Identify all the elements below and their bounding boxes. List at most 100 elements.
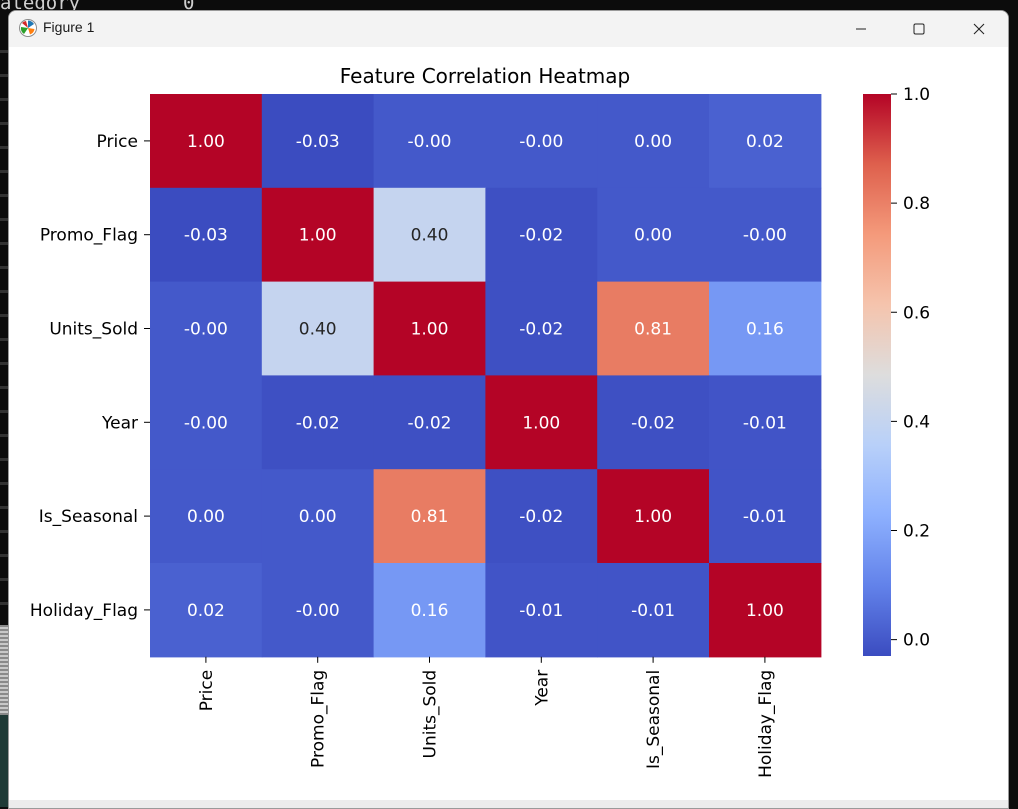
colorbar-tick-label: 0.8 [903,194,930,214]
column-label: Price [197,670,217,711]
cell-annotation: -0.03 [184,226,228,246]
cell-annotation: -0.02 [631,413,675,433]
heatmap-cell [150,563,263,658]
cell-annotation: 0.02 [746,132,784,152]
colorbar-tick-label: 0.0 [903,631,930,651]
heatmap-cell [485,563,598,658]
heatmap-cell [373,281,486,376]
cell-annotation: 0.00 [299,507,337,527]
colorbar: 0.0 0.2 0.4 0.6 0.8 1.0 [863,85,930,656]
heatmap-cell [485,281,598,376]
heatmap-cell [373,469,486,564]
heatmap-cell [485,375,598,470]
heatmap-cell [597,94,710,189]
heatmap-cell [597,281,710,376]
heatmap-cell [485,187,598,283]
heatmap-cell [150,469,263,564]
row-label: Price [97,132,138,152]
terminal-image-strip [0,625,8,715]
terminal-footer-strip [0,715,8,807]
cell-annotation: 1.00 [299,226,337,246]
heatmap-cell [373,94,486,189]
cell-annotation: -0.00 [184,413,228,433]
cell-annotation: -0.03 [296,132,340,152]
column-label: Holiday_Flag [756,670,776,778]
cell-annotation: 0.81 [411,507,449,527]
terminal-text-column [0,40,10,740]
maximize-button[interactable] [890,11,948,47]
heatmap-cell [485,469,598,564]
colorbar-gradient [863,94,891,656]
cell-annotation: 1.00 [522,413,560,433]
heatmap-cell [261,187,375,283]
cell-annotation: 1.00 [187,132,225,152]
close-button[interactable] [950,11,1008,47]
heatmap-cell [709,563,822,658]
chart-title: Feature Correlation Heatmap [340,64,630,88]
cell-annotation: 0.81 [634,320,672,340]
heatmap-cell [261,281,375,376]
window-status-bar [9,800,1008,808]
heatmap-cell [373,563,486,658]
heatmap-cell [597,469,710,564]
cell-annotation: -0.02 [519,320,563,340]
column-label: Units_Sold [421,670,441,759]
cell-annotation: -0.00 [743,226,787,246]
cell-annotation: 0.02 [187,601,225,621]
cell-annotation: -0.01 [743,413,787,433]
cell-annotation: 0.00 [187,507,225,527]
heatmap-cell [485,94,598,189]
cell-annotation: 0.00 [634,132,672,152]
heatmap-cell [150,94,263,189]
heatmap-cell [373,187,486,283]
cell-annotation: 0.40 [411,226,449,246]
heatmap-cell [261,94,375,189]
heatmap-cell [709,375,822,470]
heatmap-cell [150,281,263,376]
row-label: Is_Seasonal [39,507,138,527]
maximize-icon [913,23,925,35]
cell-annotation: -0.00 [296,601,340,621]
heatmap-cell [261,469,375,564]
heatmap-cell [373,375,486,470]
heatmap-cell [709,281,822,376]
cell-annotation: -0.01 [743,507,787,527]
cell-annotation: -0.02 [408,413,452,433]
cell-annotation: -0.00 [408,132,452,152]
cell-annotation: 0.16 [746,320,784,340]
minimize-button[interactable] [832,11,890,47]
matplotlib-app-icon [19,19,37,37]
window-titlebar[interactable]: Figure 1 [9,11,1008,47]
window-title: Figure 1 [43,19,95,35]
heatmap-cell [597,563,710,658]
column-label: Year [532,670,552,707]
cell-annotation: 0.00 [634,226,672,246]
heatmap-cell [709,469,822,564]
row-labels: Price Promo_Flag Units_Sold Year Is_Seasonal… [30,132,150,621]
colorbar-tick-label: 0.6 [903,303,930,323]
heatmap-cell [150,187,263,283]
cell-annotation: -0.02 [519,226,563,246]
cell-annotation: -0.01 [519,601,563,621]
heatmap-cell [597,187,710,283]
heatmap-cell [261,375,375,470]
colorbar-tick-label: 0.2 [903,522,930,542]
heatmap-cell [597,375,710,470]
cell-annotation: 1.00 [746,601,784,621]
cell-annotation: 1.00 [634,507,672,527]
cell-annotation: 0.40 [299,320,337,340]
cell-annotation: -0.02 [296,413,340,433]
heatmap-cell [261,563,375,658]
row-label: Year [101,413,138,433]
row-label: Promo_Flag [40,226,138,246]
heatmap-cell [709,187,822,283]
close-icon [973,23,985,35]
heatmap-cell [150,375,263,470]
cell-annotation: 0.16 [411,601,449,621]
minimize-icon [856,28,866,30]
heatmap-cells: 1.00 -0.03 -0.00 -0.00 0.00 0.02 -0.03 1.00 0.40… [150,94,822,658]
cell-annotation: -0.00 [519,132,563,152]
colorbar-tick-label: 1.0 [903,85,930,105]
cell-annotation: -0.02 [519,507,563,527]
